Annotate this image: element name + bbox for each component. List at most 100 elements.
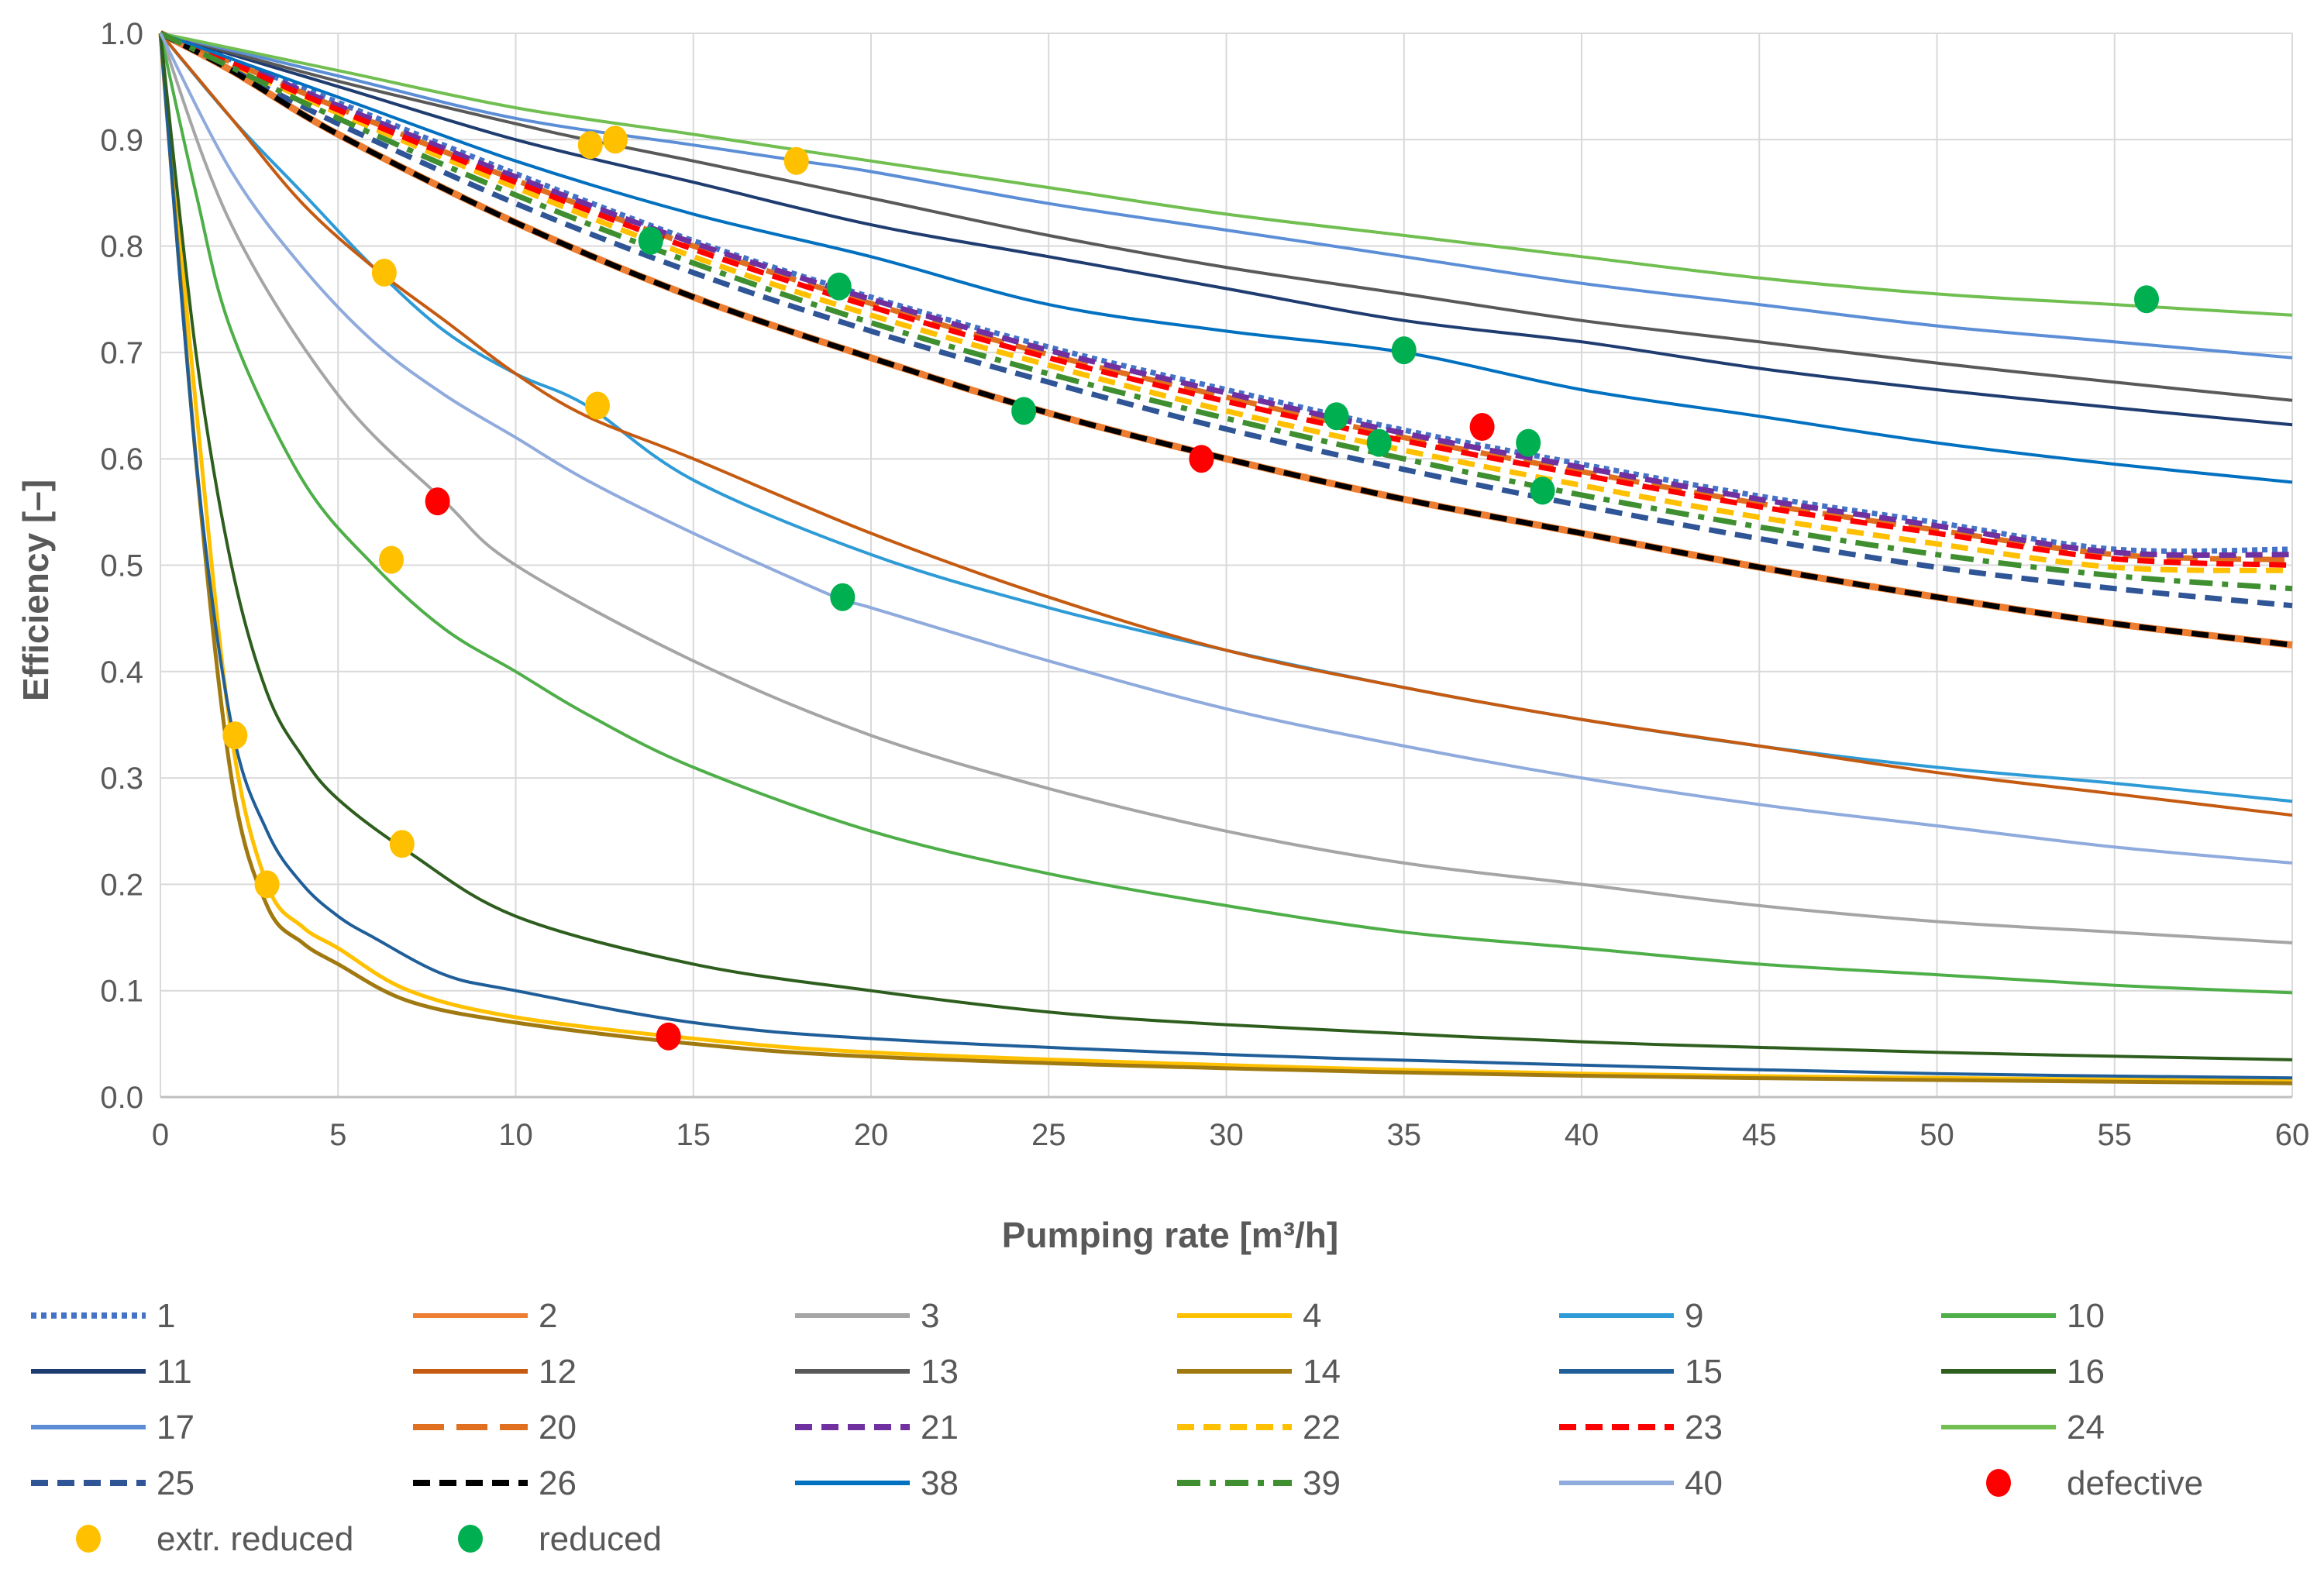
marker-reduced: [1366, 428, 1392, 457]
marker-defective: [425, 487, 450, 516]
series-line-11: [160, 32, 2293, 427]
series-line-16: [159, 33, 2293, 1061]
marker-reduced: [1530, 476, 1555, 505]
series-line-20: [159, 30, 2293, 563]
legend-item: reduced: [458, 1520, 662, 1558]
legend-label: 24: [2067, 1409, 2105, 1446]
legend-label: 13: [921, 1353, 959, 1391]
series-line-15: [159, 33, 2293, 1080]
y-tick-label: 0.6: [100, 442, 143, 476]
marker-defective: [656, 1022, 681, 1051]
y-tick-label: 0.7: [100, 336, 143, 370]
y-tick-label: 1.0: [100, 17, 143, 51]
legend-label: 40: [1685, 1464, 1723, 1502]
x-tick-label: 55: [2098, 1118, 2133, 1152]
marker-reduced: [826, 272, 852, 301]
legend-item: 3: [795, 1297, 939, 1335]
series-line-3: [159, 33, 2293, 944]
series-line-22: [159, 30, 2293, 573]
x-tick-label: 20: [854, 1118, 889, 1152]
legend-label: 20: [539, 1409, 577, 1446]
legend-item: 21: [795, 1409, 959, 1446]
legend-swatch: [76, 1525, 101, 1553]
x-tick-label: 0: [152, 1118, 169, 1152]
legend-item: 26: [413, 1464, 577, 1502]
legend-label: defective: [2067, 1464, 2203, 1502]
marker-extr-reduced: [584, 391, 610, 420]
legend-label: extr. reduced: [157, 1520, 353, 1558]
marker-reduced: [1516, 428, 1541, 457]
legend-swatch: [458, 1525, 483, 1553]
legend-label: 23: [1685, 1409, 1723, 1446]
series-line-14: [158, 33, 2293, 1085]
marker-reduced: [830, 583, 856, 611]
marker-extr-reduced: [379, 545, 405, 574]
legend-item: 16: [1941, 1353, 2105, 1391]
legend-item: 15: [1559, 1353, 1723, 1391]
x-axis-title: Pumping rate [m³/h]: [1002, 1215, 1338, 1255]
legend-label: 22: [1303, 1409, 1341, 1446]
x-tick-label: 35: [1387, 1118, 1422, 1152]
x-tick-label: 40: [1565, 1118, 1599, 1152]
x-tick-label: 30: [1209, 1118, 1244, 1152]
legend-label: 11: [157, 1353, 192, 1391]
x-tick-label: 10: [498, 1118, 533, 1152]
marker-layer: [222, 126, 2160, 1051]
series-layer: [158, 30, 2293, 1085]
series-line-40: [159, 33, 2293, 865]
marker-extr-reduced: [254, 870, 280, 899]
tick-labels: 0 5 10 15 20 25 30 35 40 45 50 55 60 0.0 0.1 0.2 0.3 0.4 0…: [100, 17, 2309, 1152]
legend-item: 38: [795, 1464, 959, 1502]
y-tick-label: 0.0: [100, 1081, 143, 1115]
series-line-10: [159, 33, 2293, 995]
legend-item: 10: [1941, 1297, 2105, 1335]
legend-item: 22: [1177, 1409, 1341, 1446]
marker-extr-reduced: [222, 721, 248, 750]
series-line-24: [160, 32, 2293, 317]
legend-item: 23: [1559, 1409, 1723, 1446]
legend-item: 9: [1559, 1297, 1703, 1335]
x-tick-label: 25: [1031, 1118, 1066, 1152]
legend-label: 2: [539, 1297, 557, 1335]
legend-item: extr. reduced: [76, 1520, 353, 1558]
series-line-23: [159, 30, 2293, 568]
marker-extr-reduced: [783, 146, 809, 175]
marker-extr-reduced: [371, 258, 397, 287]
grid: [160, 33, 2293, 1099]
marker-reduced: [1324, 402, 1349, 431]
legend-item: 20: [413, 1409, 577, 1446]
series-line-25: [159, 30, 2293, 609]
y-tick-label: 0.2: [100, 868, 143, 902]
y-tick-label: 0.3: [100, 762, 143, 796]
legend-swatch: [1986, 1469, 2011, 1497]
y-tick-label: 0.9: [100, 123, 143, 157]
x-tick-label: 45: [1742, 1118, 1777, 1152]
marker-defective: [1189, 445, 1214, 473]
legend-label: reduced: [539, 1520, 662, 1558]
x-tick-label: 5: [329, 1118, 346, 1152]
legend-item: 4: [1177, 1297, 1321, 1335]
series-line-26: [159, 30, 2293, 648]
series-line-17: [160, 32, 2293, 359]
legend-label: 15: [1685, 1353, 1723, 1391]
legend-label: 3: [921, 1297, 939, 1335]
legend-item: 2: [413, 1297, 557, 1335]
marker-extr-reduced: [577, 131, 603, 160]
legend-item: 14: [1177, 1353, 1341, 1391]
marker-defective: [1469, 413, 1495, 442]
legend-label: 21: [921, 1409, 959, 1446]
legend-label: 17: [157, 1409, 195, 1446]
series-line-13: [160, 32, 2293, 402]
legend-label: 4: [1303, 1297, 1321, 1335]
y-tick-label: 0.8: [100, 230, 143, 264]
x-tick-label: 50: [1919, 1118, 1954, 1152]
legend-item: 13: [795, 1353, 959, 1391]
legend-label: 14: [1303, 1353, 1341, 1391]
legend-label: 12: [539, 1353, 577, 1391]
x-tick-label: 60: [2275, 1118, 2310, 1152]
legend-item: 1: [31, 1297, 175, 1335]
series-line-21: [159, 30, 2293, 559]
legend-label: 26: [539, 1464, 577, 1502]
